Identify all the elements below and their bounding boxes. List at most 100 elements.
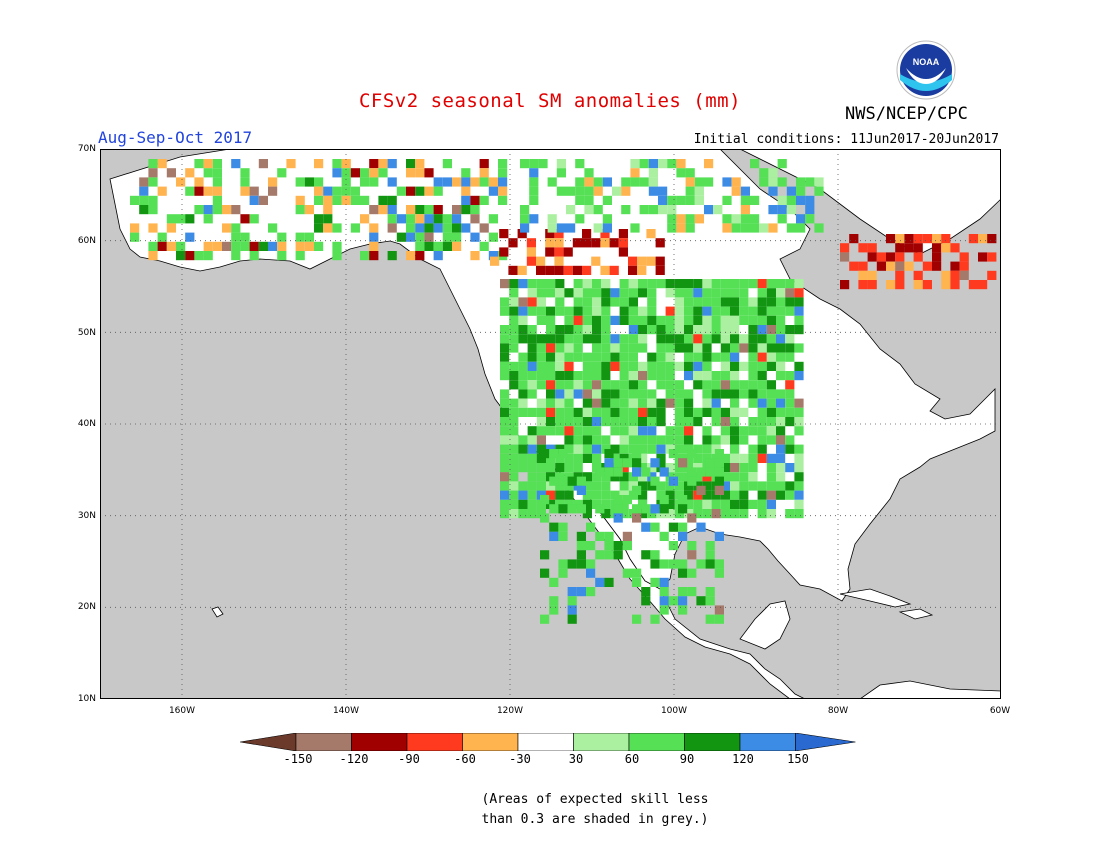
anomaly-cell [750,223,760,233]
lat-label-50n: 50N [77,328,96,338]
anomaly-cell [674,472,684,482]
anomaly-cell [650,577,660,587]
anomaly-cell [659,467,669,477]
anomaly-cell [720,288,730,298]
anomaly-cell [304,241,314,251]
anomaly-cell [555,371,565,381]
anomaly-cell [730,297,740,307]
anomaly-cell [794,361,804,371]
anomaly-cell [730,306,740,316]
anomaly-cell [714,449,724,459]
anomaly-cell [509,371,519,381]
anomaly-cell [185,251,195,261]
anomaly-cell [396,186,406,196]
anomaly-cell [730,453,740,463]
anomaly-cell [720,417,730,427]
anomaly-cell [714,476,724,486]
anomaly-cell [621,177,631,187]
anomaly-cell [619,380,629,390]
anomaly-cell [549,449,559,459]
anomaly-cell [592,453,602,463]
anomaly-cell [641,550,651,560]
anomaly-cell [619,444,629,454]
anomaly-cell [667,214,677,224]
anomaly-cell [212,205,222,215]
anomaly-cell [509,490,519,500]
anomaly-cell [222,205,232,215]
anomaly-cell [704,159,714,169]
anomaly-cell [564,380,574,390]
anomaly-cell [748,371,758,381]
anomaly-cell [650,614,660,624]
anomaly-cell [592,315,602,325]
anomaly-cell [509,407,519,417]
anomaly-cell [748,499,758,509]
anomaly-cell [222,223,232,233]
anomaly-cell [433,205,443,215]
anomaly-cell [406,168,416,178]
anomaly-cell [479,168,489,178]
anomaly-cell [592,380,602,390]
anomaly-cell [369,232,379,242]
anomaly-cell [564,306,574,316]
anomaly-cell [341,186,351,196]
anomaly-cell [341,168,351,178]
anomaly-cell [576,476,586,486]
anomaly-cell [714,485,724,495]
anomaly-cell [556,159,566,169]
anomaly-cell [277,168,287,178]
anomaly-cell [711,417,721,427]
anomaly-cell [341,195,351,205]
colorbar-box [573,733,630,751]
anomaly-cell [387,251,397,261]
anomaly-cell [638,398,648,408]
colorbar-label-minus60: -60 [454,752,476,766]
anomaly-cell [378,205,388,215]
anomaly-cell [573,426,583,436]
anomaly-cell [647,426,657,436]
anomaly-cell [536,279,546,289]
anomaly-cell [678,559,688,569]
anomaly-cell [527,297,537,307]
anomaly-cell [573,288,583,298]
anomaly-cell [730,499,740,509]
anomaly-cell [968,234,978,244]
anomaly-cell [546,361,556,371]
anomaly-cell [777,205,787,215]
anomaly-cell [323,186,333,196]
anomaly-cell [500,426,510,436]
anomaly-cell [555,352,565,362]
anomaly-cell [702,371,712,381]
anomaly-cell [720,343,730,353]
anomaly-cell [647,435,657,445]
anomaly-cell [231,232,241,242]
anomaly-cell [840,252,850,262]
anomaly-cell [941,270,951,280]
anomaly-cell [757,389,767,399]
anomaly-cell [582,297,592,307]
anomaly-cell [166,168,176,178]
anomaly-cell [766,306,776,316]
anomaly-cell [500,297,510,307]
anomaly-cell [567,605,577,615]
anomaly-cell [619,499,629,509]
anomaly-cell [540,614,550,624]
anomaly-cell [547,177,557,187]
anomaly-cell [655,265,665,275]
anomaly-cell [684,435,694,445]
anomaly-cell [424,168,434,178]
anomaly-cell [442,241,452,251]
anomaly-cell [665,279,675,289]
anomaly-cell [442,232,452,242]
anomaly-cell [685,223,695,233]
anomaly-cell [509,288,519,298]
anomaly-cell [424,223,434,233]
anomaly-cell [656,453,666,463]
anomaly-cell [619,279,629,289]
anomaly-cell [582,315,592,325]
anomaly-cell [536,256,546,266]
anomaly-cell [886,261,896,271]
anomaly-cell [759,168,769,178]
anomaly-cell [619,288,629,298]
anomaly-cell [360,251,370,261]
